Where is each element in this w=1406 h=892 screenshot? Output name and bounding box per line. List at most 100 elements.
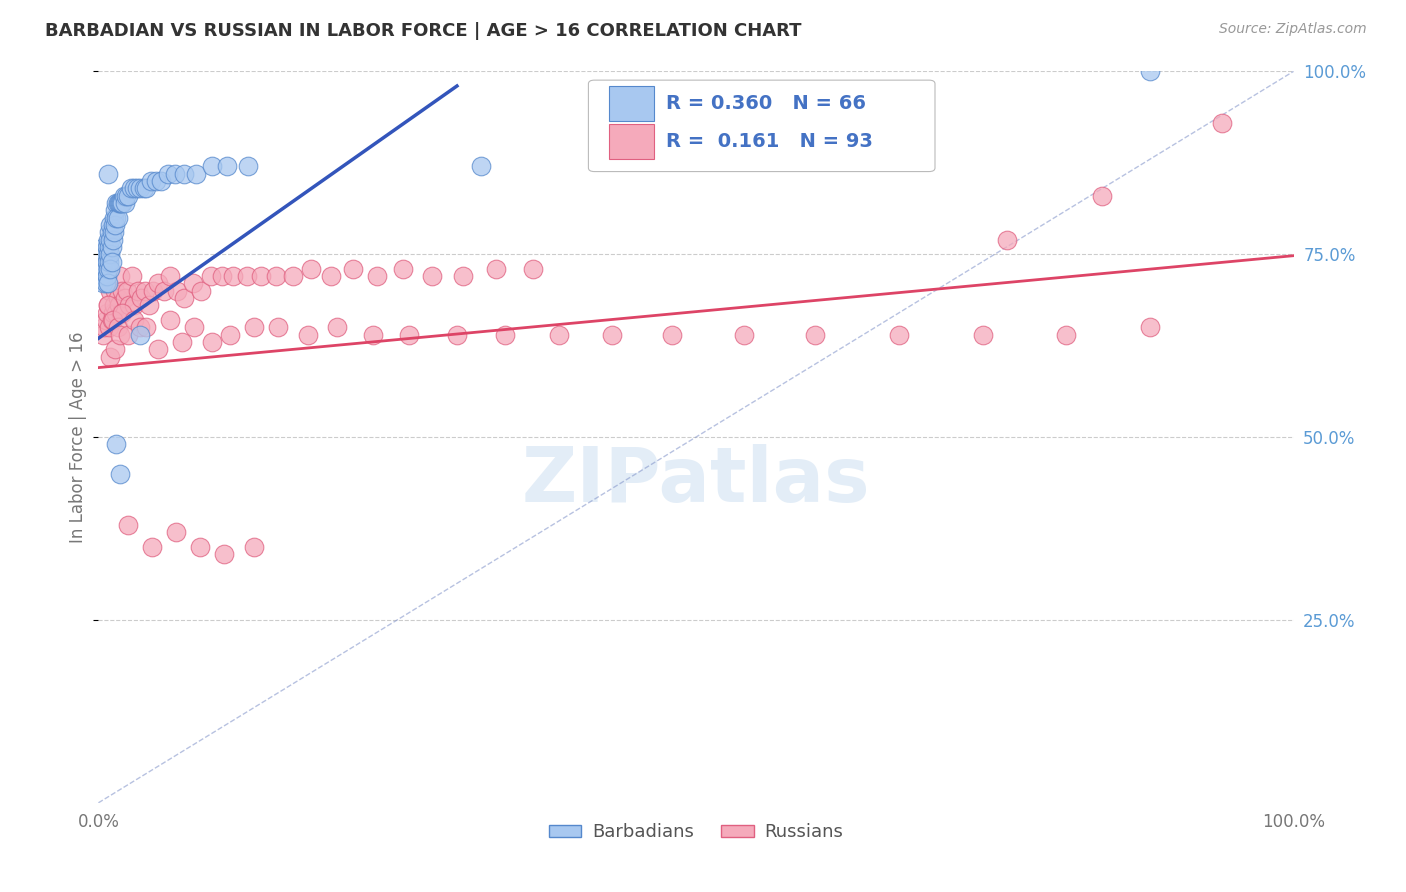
Point <box>132 181 155 195</box>
Point <box>93 254 115 268</box>
Point <box>100 225 122 239</box>
Point <box>111 284 134 298</box>
Point <box>121 269 143 284</box>
Point <box>98 284 122 298</box>
Point <box>392 261 415 276</box>
Point <box>547 327 569 342</box>
Point <box>91 269 114 284</box>
Point <box>148 343 170 357</box>
Point <box>98 320 121 334</box>
Point <box>129 327 152 342</box>
Point <box>117 327 139 342</box>
Point <box>363 327 385 342</box>
Point <box>398 327 420 342</box>
Point <box>267 320 290 334</box>
Point <box>124 298 146 312</box>
Point <box>97 298 120 312</box>
Point <box>135 320 157 334</box>
Point <box>661 327 683 342</box>
Text: ZIPatlas: ZIPatlas <box>522 444 870 518</box>
Point <box>321 269 343 284</box>
Point <box>98 218 122 232</box>
Point <box>153 284 176 298</box>
Point <box>97 261 120 276</box>
Point <box>1139 64 1161 78</box>
Point <box>172 334 194 349</box>
Point <box>94 261 117 276</box>
Point <box>236 160 259 174</box>
Point <box>129 320 152 334</box>
Point <box>138 298 160 312</box>
Point <box>94 247 117 261</box>
Point <box>995 233 1018 247</box>
Point <box>111 196 134 211</box>
Point <box>107 320 129 334</box>
Point <box>93 320 115 334</box>
Point <box>211 269 233 284</box>
Point <box>124 181 146 195</box>
Point <box>94 277 117 291</box>
Point <box>104 284 127 298</box>
Point <box>98 247 122 261</box>
Point <box>115 284 138 298</box>
Point <box>91 261 114 276</box>
Point <box>243 540 266 554</box>
Point <box>104 203 127 218</box>
Text: R =  0.161   N = 93: R = 0.161 N = 93 <box>666 132 873 152</box>
Point <box>97 247 120 261</box>
Point <box>97 298 120 312</box>
Point <box>111 306 134 320</box>
Point <box>103 225 125 239</box>
Point <box>451 269 474 284</box>
Point <box>366 269 388 284</box>
Point <box>98 254 121 268</box>
Point <box>173 291 195 305</box>
Point <box>186 167 208 181</box>
Point <box>145 174 167 188</box>
Point <box>188 540 211 554</box>
Point <box>201 334 224 349</box>
Point <box>235 269 257 284</box>
Point <box>326 320 349 334</box>
Point <box>173 167 195 181</box>
Point <box>108 327 131 342</box>
Point <box>299 261 322 276</box>
Point <box>1056 327 1078 342</box>
Point <box>98 233 122 247</box>
Point <box>159 313 181 327</box>
Point <box>107 196 129 211</box>
Point <box>522 261 544 276</box>
FancyBboxPatch shape <box>609 86 654 120</box>
Point <box>804 327 827 342</box>
Point <box>135 181 157 195</box>
Point <box>105 306 128 320</box>
Point <box>889 327 911 342</box>
Point <box>124 313 146 327</box>
Point <box>107 291 129 305</box>
Point <box>115 188 138 202</box>
Text: Source: ZipAtlas.com: Source: ZipAtlas.com <box>1219 22 1367 37</box>
Point <box>602 327 624 342</box>
Point <box>103 211 125 225</box>
Point <box>93 240 115 254</box>
Point <box>420 269 443 284</box>
Point <box>142 284 165 298</box>
Point <box>972 327 994 342</box>
Point <box>212 547 235 561</box>
Point <box>101 218 124 232</box>
Point <box>100 254 122 268</box>
Point <box>1091 188 1114 202</box>
Point <box>125 181 148 195</box>
Point <box>120 181 142 195</box>
Point <box>342 261 364 276</box>
Point <box>219 327 242 342</box>
Point <box>98 261 122 276</box>
Point <box>98 240 121 254</box>
Point <box>105 437 128 451</box>
FancyBboxPatch shape <box>609 124 654 160</box>
Text: BARBADIAN VS RUSSIAN IN LABOR FORCE | AGE > 16 CORRELATION CHART: BARBADIAN VS RUSSIAN IN LABOR FORCE | AG… <box>45 22 801 40</box>
Point <box>131 291 153 305</box>
Point <box>101 233 124 247</box>
Point <box>250 269 273 284</box>
Point <box>108 467 131 481</box>
